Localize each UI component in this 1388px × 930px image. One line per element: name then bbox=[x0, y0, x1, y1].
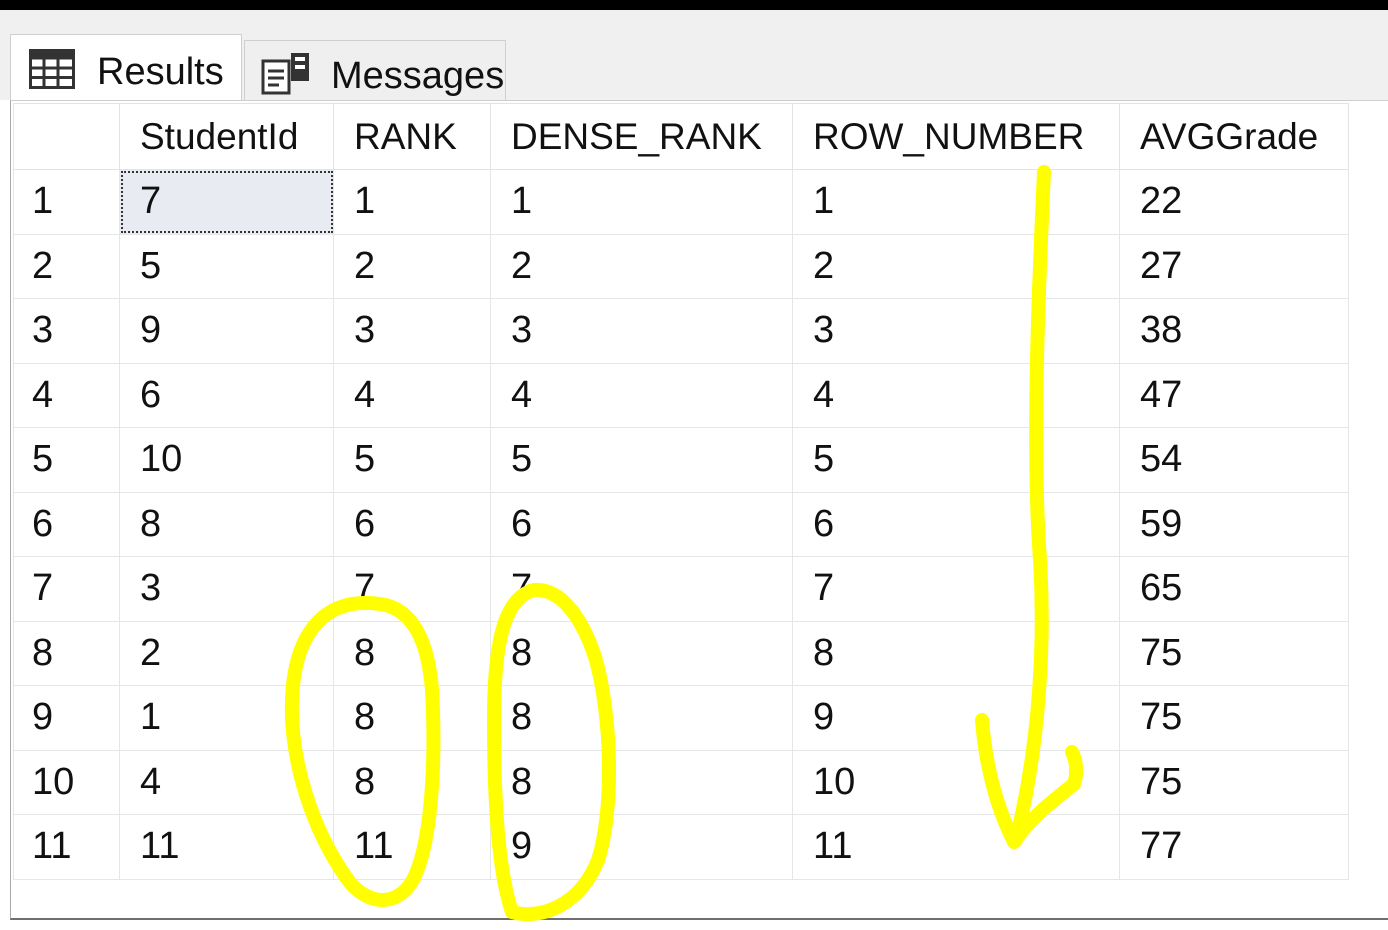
cell-avggrade[interactable]: 22 bbox=[1119, 169, 1349, 235]
cell-avggrade[interactable]: 75 bbox=[1119, 685, 1349, 751]
tab-messages[interactable]: Messages bbox=[244, 40, 506, 104]
column-header-avggrade[interactable]: AVGGrade bbox=[1119, 103, 1349, 170]
row-number[interactable]: 11 bbox=[13, 814, 120, 880]
cell-dense-rank[interactable]: 6 bbox=[490, 491, 793, 557]
cell-dense-rank[interactable]: 2 bbox=[490, 233, 793, 299]
cell-row-number[interactable]: 7 bbox=[792, 556, 1120, 622]
cell-rank[interactable]: 1 bbox=[333, 169, 491, 235]
cell-row-number[interactable]: 9 bbox=[792, 685, 1120, 751]
cell-dense-rank[interactable]: 7 bbox=[490, 556, 793, 622]
cell-studentid[interactable]: 4 bbox=[119, 749, 334, 815]
cell-avggrade[interactable]: 47 bbox=[1119, 362, 1349, 428]
table-row[interactable]: 2 5 2 2 2 27 bbox=[13, 233, 1349, 299]
results-grid[interactable]: StudentId RANK DENSE_RANK ROW_NUMBER AVG… bbox=[10, 100, 1388, 920]
cell-avggrade[interactable]: 65 bbox=[1119, 556, 1349, 622]
row-number[interactable]: 10 bbox=[13, 749, 120, 815]
cell-dense-rank[interactable]: 5 bbox=[490, 427, 793, 493]
cell-studentid[interactable]: 11 bbox=[119, 814, 334, 880]
row-number[interactable]: 2 bbox=[13, 233, 120, 299]
cell-dense-rank[interactable]: 8 bbox=[490, 620, 793, 686]
table-row[interactable]: 4 6 4 4 4 47 bbox=[13, 362, 1349, 428]
cell-studentid[interactable]: 2 bbox=[119, 620, 334, 686]
column-header-row-number[interactable]: ROW_NUMBER bbox=[792, 103, 1120, 170]
cell-studentid[interactable]: 1 bbox=[119, 685, 334, 751]
table-row[interactable]: 6 8 6 6 6 59 bbox=[13, 491, 1349, 557]
cell-dense-rank[interactable]: 9 bbox=[490, 814, 793, 880]
cell-studentid[interactable]: 5 bbox=[119, 233, 334, 299]
table-row[interactable]: 7 3 7 7 7 65 bbox=[13, 556, 1349, 622]
cell-rank[interactable]: 3 bbox=[333, 298, 491, 364]
cell-dense-rank[interactable]: 8 bbox=[490, 749, 793, 815]
cell-rank[interactable]: 11 bbox=[333, 814, 491, 880]
table-row[interactable]: 10 4 8 8 10 75 bbox=[13, 749, 1349, 815]
cell-dense-rank[interactable]: 8 bbox=[490, 685, 793, 751]
cell-avggrade[interactable]: 75 bbox=[1119, 620, 1349, 686]
row-number[interactable]: 9 bbox=[13, 685, 120, 751]
table-row[interactable]: 5 10 5 5 5 54 bbox=[13, 427, 1349, 493]
window-top-border bbox=[0, 0, 1388, 10]
cell-avggrade[interactable]: 38 bbox=[1119, 298, 1349, 364]
cell-row-number[interactable]: 10 bbox=[792, 749, 1120, 815]
row-number[interactable]: 4 bbox=[13, 362, 120, 428]
cell-rank[interactable]: 7 bbox=[333, 556, 491, 622]
cell-avggrade[interactable]: 59 bbox=[1119, 491, 1349, 557]
cell-rank[interactable]: 8 bbox=[333, 685, 491, 751]
cell-rank[interactable]: 6 bbox=[333, 491, 491, 557]
cell-row-number[interactable]: 11 bbox=[792, 814, 1120, 880]
cell-rank[interactable]: 2 bbox=[333, 233, 491, 299]
results-tab-strip: Results Messages bbox=[0, 10, 1388, 110]
cell-studentid[interactable]: 6 bbox=[119, 362, 334, 428]
cell-avggrade[interactable]: 75 bbox=[1119, 749, 1349, 815]
cell-studentid[interactable]: 9 bbox=[119, 298, 334, 364]
row-number[interactable]: 6 bbox=[13, 491, 120, 557]
table-row[interactable]: 11 11 11 9 11 77 bbox=[13, 814, 1349, 880]
cell-studentid[interactable]: 7 bbox=[119, 169, 334, 235]
cell-row-number[interactable]: 1 bbox=[792, 169, 1120, 235]
column-header-dense-rank[interactable]: DENSE_RANK bbox=[490, 103, 793, 170]
cell-dense-rank[interactable]: 1 bbox=[490, 169, 793, 235]
cell-avggrade[interactable]: 27 bbox=[1119, 233, 1349, 299]
cell-studentid[interactable]: 10 bbox=[119, 427, 334, 493]
cell-row-number[interactable]: 3 bbox=[792, 298, 1120, 364]
table-row[interactable]: 8 2 8 8 8 75 bbox=[13, 620, 1349, 686]
row-number[interactable]: 7 bbox=[13, 556, 120, 622]
table-row[interactable]: 9 1 8 8 9 75 bbox=[13, 685, 1349, 751]
column-header-studentid[interactable]: StudentId bbox=[119, 103, 334, 170]
cell-rank[interactable]: 5 bbox=[333, 427, 491, 493]
tab-messages-label: Messages bbox=[331, 55, 505, 97]
cell-dense-rank[interactable]: 4 bbox=[490, 362, 793, 428]
cell-avggrade[interactable]: 77 bbox=[1119, 814, 1349, 880]
column-header-rank[interactable]: RANK bbox=[333, 103, 491, 170]
cell-row-number[interactable]: 4 bbox=[792, 362, 1120, 428]
cell-studentid[interactable]: 8 bbox=[119, 491, 334, 557]
cell-rank[interactable]: 8 bbox=[333, 749, 491, 815]
cell-row-number[interactable]: 6 bbox=[792, 491, 1120, 557]
row-number-header[interactable] bbox=[13, 103, 120, 170]
cell-rank[interactable]: 8 bbox=[333, 620, 491, 686]
row-number[interactable]: 3 bbox=[13, 298, 120, 364]
grid-icon bbox=[29, 49, 75, 99]
cell-row-number[interactable]: 5 bbox=[792, 427, 1120, 493]
cell-studentid[interactable]: 3 bbox=[119, 556, 334, 622]
cell-avggrade[interactable]: 54 bbox=[1119, 427, 1349, 493]
cell-row-number[interactable]: 8 bbox=[792, 620, 1120, 686]
row-number[interactable]: 1 bbox=[13, 169, 120, 235]
cell-dense-rank[interactable]: 3 bbox=[490, 298, 793, 364]
tab-results-label: Results bbox=[97, 51, 224, 93]
header-row: StudentId RANK DENSE_RANK ROW_NUMBER AVG… bbox=[13, 103, 1349, 170]
tab-results[interactable]: Results bbox=[10, 34, 242, 110]
cell-rank[interactable]: 4 bbox=[333, 362, 491, 428]
row-number[interactable]: 5 bbox=[13, 427, 120, 493]
cell-row-number[interactable]: 2 bbox=[792, 233, 1120, 299]
messages-icon bbox=[257, 51, 313, 107]
row-number[interactable]: 8 bbox=[13, 620, 120, 686]
table-row[interactable]: 1 7 1 1 1 22 bbox=[13, 169, 1349, 235]
results-table: StudentId RANK DENSE_RANK ROW_NUMBER AVG… bbox=[13, 103, 1349, 880]
table-row[interactable]: 3 9 3 3 3 38 bbox=[13, 298, 1349, 364]
